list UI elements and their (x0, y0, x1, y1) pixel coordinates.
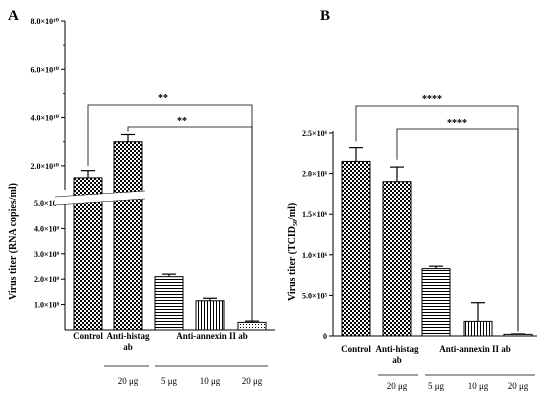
panel-a-tick-label-lower: 2.0×10⁹ (34, 275, 60, 284)
panel-b-bar (382, 181, 412, 337)
panel-a-tick-label-upper: 6.0×10¹⁰ (31, 65, 60, 74)
panel-a-tick-label-lower: 1.0×10⁹ (34, 301, 60, 310)
panel-a-sig-label: ** (158, 93, 168, 104)
panel-b-dose-4: 20 μg (508, 381, 529, 391)
panel-b-group-label: Anti-annexin II ab (439, 344, 511, 354)
panel-a-tick-label-upper: 8.0×10¹⁰ (31, 17, 60, 26)
panel-a-bar (195, 300, 225, 331)
panel-a-tick-label-upper: 4.0×10¹⁰ (31, 114, 60, 123)
panel-b-ylabel: Virus titer (TCID₅₀/ml) (287, 203, 298, 301)
panel-b-sig-label: **** (447, 118, 467, 129)
panel-b-tick-label: 2.5×10⁶ (302, 129, 328, 138)
panel-a-dose-3: 10 μg (200, 376, 221, 386)
panel-b-bar (341, 160, 371, 337)
panel-b-bar (463, 320, 493, 337)
panel-a-cat-control: Control (73, 331, 103, 341)
panel-a-axis-break (55, 191, 145, 205)
panel-a-dose-2: 5 μg (161, 376, 178, 386)
panel-b-tick-label: 5.0×10⁵ (302, 291, 328, 300)
panel-b-bar (503, 333, 533, 337)
panel-a-cat-histag: Anti-histag ab (106, 331, 150, 352)
panel-a-plot: 2.0×10¹⁰ 4.0×10¹⁰ 6.0×10¹⁰ 8.0×10¹⁰ 1.0×10⁹ 2… (31, 17, 275, 331)
panel-a-break-line (54, 190, 146, 198)
panel-b-tick-label: 1.0×10⁶ (302, 251, 328, 260)
panel-a-tick-label-lower: 4.0×10⁹ (34, 224, 60, 233)
panel-a-group-label: Anti-annexin II ab (176, 331, 248, 341)
panel-b-dose-3: 10 μg (468, 381, 489, 391)
panel-a-bar (113, 141, 143, 331)
panel-b-sig-bracket (396, 128, 519, 332)
panel-a-break-line (54, 198, 146, 206)
panel-b-cat-control: Control (341, 344, 371, 354)
panel-b-cat-histag: Anti-histag ab (375, 344, 419, 365)
panel-a-tick-label-lower: 3.0×10⁹ (34, 250, 60, 259)
panel-b-tick-label: 0 (323, 332, 327, 341)
panel-a-dose-1: 20 μg (118, 376, 139, 386)
panel-b-letter: B (320, 8, 330, 24)
panel-a-dose-4: 20 μg (242, 376, 263, 386)
panel-b-plot: 0 5.0×10⁵ 1.0×10⁶ 1.5×10⁶ 2.0×10⁶ 2.5×10⁶ ****… (302, 94, 537, 341)
panel-b-sig-label: **** (422, 94, 442, 105)
panel-a-bar (154, 276, 184, 331)
panel-b-tick-label: 2.0×10⁶ (302, 170, 328, 179)
panel-b-tick-label: 1.5×10⁶ (302, 210, 328, 219)
panel-b-dose-2: 5 μg (428, 381, 445, 391)
panel-b-dose-1: 20 μg (387, 381, 408, 391)
panel-a-letter: A (8, 8, 19, 24)
panel-a-tick-label-lower: 5.0×10⁹ (34, 199, 60, 208)
panel-a-tick-label-upper: 2.0×10¹⁰ (31, 162, 60, 171)
panel-b-bar (421, 268, 451, 337)
panel-a-bar (237, 321, 267, 331)
panel-a-sig-bracket (127, 126, 253, 321)
panel-a-sig-label: ** (177, 116, 187, 127)
panel-a-ylabel: Virus titer (RNA copies/ml) (8, 183, 19, 300)
